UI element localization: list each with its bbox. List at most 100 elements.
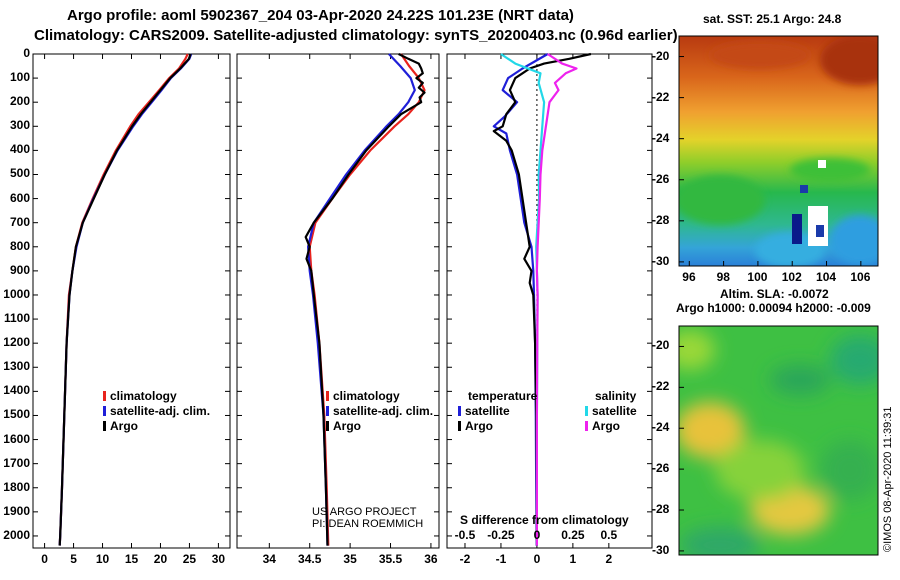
y-tick-label: 1600	[3, 431, 30, 446]
sst-map	[679, 36, 878, 266]
credit-project: US ARGO PROJECT PI: DEAN ROEMMICH	[312, 506, 423, 530]
legend-swatch-satellite	[103, 406, 106, 416]
x-tick-label: -1	[495, 552, 507, 566]
y-tick-label: 1700	[3, 455, 30, 470]
y-tick-label: 1000	[3, 286, 30, 301]
legend-label: satellite-adj. clim.	[333, 404, 434, 418]
y-tick-label: 1800	[3, 479, 30, 494]
y-tick-label: 2000	[3, 527, 30, 542]
legend-item-satellite: satellite	[585, 404, 637, 419]
plot-frame	[236, 53, 440, 549]
y-tick-label: 300	[9, 118, 30, 133]
map-y-tick-label: -22	[652, 379, 670, 394]
map-y-tick-label: -20	[652, 338, 670, 353]
legend-item-satellite: satellite-adj. clim.	[326, 404, 433, 419]
legend-label: climatology	[333, 389, 400, 403]
secondary-x-tick-label: -0.25	[487, 528, 515, 542]
legend-item-satellite: satellite-adj. clim.	[103, 404, 210, 419]
y-tick-label: 500	[9, 166, 30, 181]
legend-label: Argo	[110, 419, 138, 433]
legend-swatch-climatology	[103, 391, 106, 401]
map-y-tick-label: -28	[652, 502, 670, 517]
x-tick-label: 35	[343, 552, 357, 566]
series-line-climatology	[58, 53, 189, 546]
sla-map-title-line1: Altim. SLA: -0.0072	[720, 287, 829, 301]
map-x-tick-label: 106	[850, 270, 871, 284]
legend-label: satellite	[465, 404, 510, 418]
legend-label: climatology	[110, 389, 177, 403]
map-y-tick-label: -24	[652, 420, 670, 435]
legend-swatch-satellite	[458, 406, 461, 416]
legend-swatch-argo	[103, 421, 106, 431]
imos-credit: ©IMOS 08-Apr-2020 11:39:31	[882, 406, 894, 552]
legend-item-climatology: climatology	[103, 389, 210, 404]
legend-swatch-argo	[585, 421, 588, 431]
x-tick-label: 34.5	[298, 552, 322, 566]
x-tick-label: 15	[124, 552, 139, 566]
y-tick-label: 400	[9, 142, 30, 157]
x-tick-label: 30	[211, 552, 226, 566]
legend-label: Argo	[592, 419, 620, 433]
legend-swatch-satellite	[326, 406, 329, 416]
map-x-tick-label: 96	[682, 270, 696, 284]
map-y-tick-label: -24	[652, 130, 670, 145]
sst-map-title: sat. SST: 25.1 Argo: 24.8	[703, 12, 842, 26]
y-tick-label: 1500	[3, 407, 30, 422]
y-tick-label: 1900	[3, 503, 30, 518]
y-tick-label: 1100	[3, 311, 30, 326]
legend-swatch-argo	[326, 421, 329, 431]
map-y-tick-label: -26	[652, 171, 670, 186]
legend-item-satellite: satellite	[458, 404, 537, 419]
map-x-tick-label: 100	[747, 270, 768, 284]
secondary-x-tick-label: 0.25	[561, 528, 585, 542]
series-line-temperature-argo	[492, 52, 592, 546]
x-tick-label: 34	[262, 552, 276, 566]
y-tick-label: 1400	[3, 383, 30, 398]
x-tick-label: 36	[424, 552, 438, 566]
x-tick-label: 35.5	[378, 552, 403, 566]
map-y-tick-label: -20	[652, 48, 670, 63]
series-line-climatology	[308, 53, 426, 546]
map-x-tick-label: 104	[816, 270, 837, 284]
series-line-argo	[58, 53, 192, 546]
y-tick-label: 1300	[3, 359, 30, 374]
x-tick-label: 2	[605, 552, 613, 566]
y-tick-label: 800	[9, 238, 30, 253]
legend-heading: salinity	[595, 389, 637, 403]
map-y-tick-label: -30	[652, 542, 670, 557]
sla-map	[679, 326, 878, 555]
secondary-x-tick-label: 0	[533, 528, 541, 542]
secondary-x-tick-label: 0.5	[600, 528, 618, 542]
x-tick-label: 0	[41, 552, 48, 566]
legend-salinity: climatology satellite-adj. clim. Argo	[326, 389, 433, 434]
map-x-tick-label: 98	[716, 270, 730, 284]
legend-swatch-climatology	[326, 391, 329, 401]
legend-label: satellite	[592, 404, 637, 418]
x-tick-label: -2	[459, 552, 471, 566]
legend-item-climatology: climatology	[326, 389, 433, 404]
series-line-argo	[304, 53, 426, 546]
legend-diff-salinity: salinity satellite Argo	[585, 389, 637, 434]
series-line-salinity-argo	[535, 53, 578, 546]
legend-label: Argo	[465, 419, 493, 433]
legend-swatch-satellite	[585, 406, 588, 416]
credit-project-line: US ARGO PROJECT	[312, 506, 417, 518]
y-tick-label: 0	[23, 46, 30, 60]
legend-label: satellite-adj. clim.	[110, 404, 211, 418]
y-tick-label: 100	[9, 70, 30, 85]
header-title-line2: Climatology: CARS2009. Satellite-adjuste…	[34, 27, 678, 44]
map-y-tick-label: -28	[652, 212, 670, 227]
x-tick-label: 0	[533, 552, 541, 566]
x-tick-label: 25	[182, 552, 197, 566]
map-y-tick-label: -26	[652, 461, 670, 476]
x-tick-label: 1	[569, 552, 577, 566]
y-tick-label: 1200	[3, 335, 30, 350]
legend-label: Argo	[333, 419, 361, 433]
legend-swatch-argo	[458, 421, 461, 431]
legend-diff-temperature: temperature satellite Argo	[458, 389, 537, 434]
secondary-x-tick-label: -0.5	[454, 528, 476, 542]
legend-item-argo: Argo	[103, 419, 210, 434]
header-title-line1: Argo profile: aoml 5902367_204 03-Apr-20…	[67, 7, 574, 24]
y-tick-label: 200	[9, 94, 30, 109]
